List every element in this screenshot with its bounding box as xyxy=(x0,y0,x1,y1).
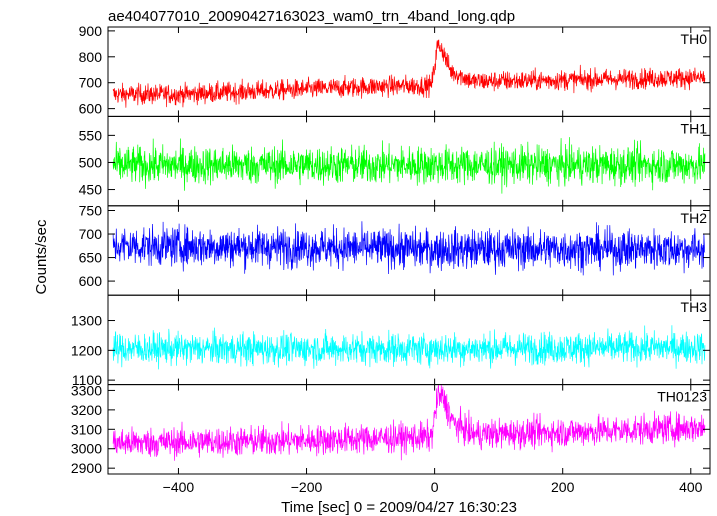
y-tick-label: 1300 xyxy=(71,313,102,329)
panel-label-th1: TH1 xyxy=(681,120,708,136)
y-tick-label: 700 xyxy=(79,226,103,242)
y-tick-label: 1200 xyxy=(71,342,102,358)
y-tick-label: 2900 xyxy=(71,460,102,476)
panel-label-th3: TH3 xyxy=(681,299,708,315)
panels-group: 600 700 800 900 TH0 450 500 550 TH1 600 650 700 750 T… xyxy=(71,23,711,495)
series-line-th1 xyxy=(112,137,706,194)
x-tick-label: 0 xyxy=(431,479,439,495)
x-tick-label: −200 xyxy=(291,479,323,495)
y-tick-label: 3100 xyxy=(71,421,102,437)
panel-label-th0123: TH0123 xyxy=(657,389,707,405)
y-tick-label: 750 xyxy=(79,203,103,219)
x-tick-label: 200 xyxy=(551,479,575,495)
y-tick-label: 3200 xyxy=(71,402,102,418)
y-tick-label: 3300 xyxy=(71,382,102,398)
panel-label-th2: TH2 xyxy=(681,210,708,226)
y-tick-label: 600 xyxy=(79,273,103,289)
y-axis-label: Counts/sec xyxy=(33,219,50,295)
panel-label-th0: TH0 xyxy=(681,31,708,47)
y-tick-label: 600 xyxy=(79,101,103,117)
y-tick-label: 550 xyxy=(79,127,103,143)
y-tick-label: 900 xyxy=(79,23,103,39)
x-axis-label: Time [sec] 0 = 2009/04/27 16:30:23 xyxy=(281,499,517,516)
x-tick-label: −400 xyxy=(163,479,195,495)
y-tick-label: 500 xyxy=(79,154,103,170)
y-tick-label: 450 xyxy=(79,182,103,198)
chart-title: ae404077010_20090427163023_wam0_trn_4ban… xyxy=(108,8,515,25)
series-line-th0123 xyxy=(112,385,706,461)
y-tick-label: 650 xyxy=(79,250,103,266)
series-line-th0 xyxy=(112,39,706,108)
y-tick-label: 800 xyxy=(79,49,103,65)
y-tick-label: 3000 xyxy=(71,441,102,457)
x-tick-label: 400 xyxy=(679,479,703,495)
y-tick-label: 700 xyxy=(79,75,103,91)
series-line-th2 xyxy=(112,221,706,276)
series-line-th3 xyxy=(112,325,706,370)
y-tick-label: 1100 xyxy=(72,372,102,388)
